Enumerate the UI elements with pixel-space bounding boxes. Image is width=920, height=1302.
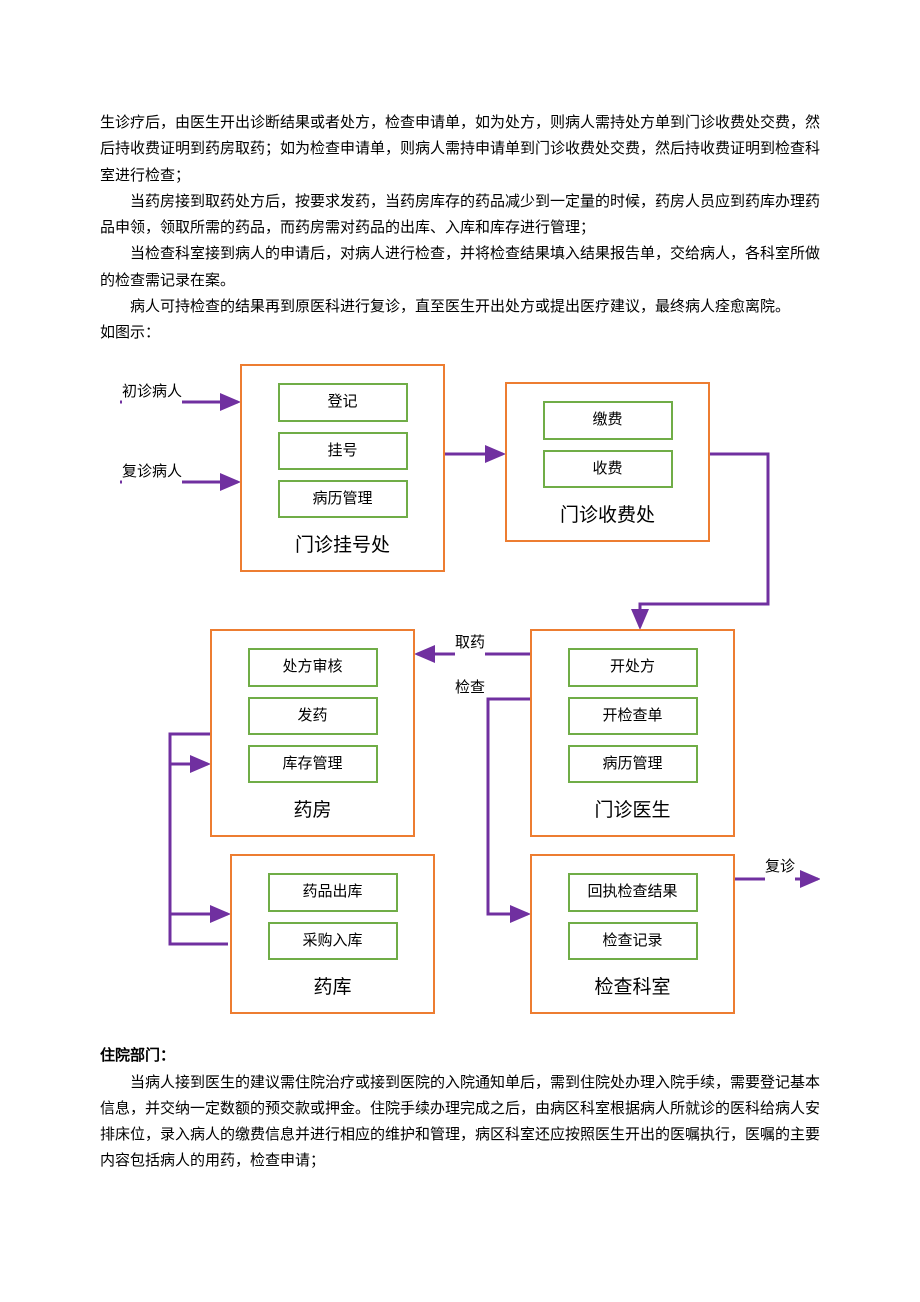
edge-label-chk: 检查: [455, 675, 485, 701]
sub-item: 采购入库: [268, 922, 398, 960]
paragraph-4: 病人可持检查的结果再到原医科进行复诊，直至医生开出处方或提出医疗建议，最终病人痊…: [100, 294, 820, 320]
sub-item: 病历管理: [568, 745, 698, 783]
heading-inpatient: 住院部门：: [100, 1043, 820, 1069]
node-title: 门诊挂号处: [295, 529, 390, 562]
edge-label-med: 取药: [455, 630, 485, 656]
sub-item: 开处方: [568, 648, 698, 686]
sub-item: 病历管理: [278, 480, 408, 518]
node-registration: 登记挂号病历管理门诊挂号处: [240, 364, 445, 572]
paragraph-3: 当检查科室接到病人的申请后，对病人进行检查，并将检查结果填入结果报告单，交给病人…: [100, 241, 820, 294]
paragraph-5: 如图示：: [100, 320, 820, 346]
sub-item: 开检查单: [568, 697, 698, 735]
sub-item: 登记: [278, 383, 408, 421]
edge-label-in1: 初诊病人: [122, 379, 182, 405]
sub-item: 缴费: [543, 401, 673, 439]
node-doctor: 开处方开检查单病历管理门诊医生: [530, 629, 735, 837]
sub-item: 回执检查结果: [568, 873, 698, 911]
node-title: 检查科室: [594, 971, 670, 1004]
node-drug-store: 药品出库采购入库药库: [230, 854, 435, 1014]
node-title: 药库: [313, 971, 351, 1004]
sub-item: 发药: [248, 697, 378, 735]
edge-label-in2: 复诊病人: [122, 459, 182, 485]
node-title: 门诊收费处: [560, 499, 655, 532]
outpatient-flowchart: 初诊病人 复诊病人 取药 检查 复诊 登记挂号病历管理门诊挂号处 缴费收费门诊收…: [100, 354, 820, 1039]
sub-item: 药品出库: [268, 873, 398, 911]
sub-item: 收费: [543, 450, 673, 488]
paragraph-2: 当药房接到取药处方后，按要求发药，当药房库存的药品减少到一定量的时候，药房人员应…: [100, 189, 820, 242]
node-fee-office: 缴费收费门诊收费处: [505, 382, 710, 542]
paragraph-6: 当病人接到医生的建议需住院治疗或接到医院的入院通知单后，需到住院处办理入院手续，…: [100, 1070, 820, 1175]
sub-item: 处方审核: [248, 648, 378, 686]
node-title: 药房: [293, 794, 331, 827]
paragraph-1: 生诊疗后，由医生开出诊断结果或者处方，检查申请单，如为处方，则病人需持处方单到门…: [100, 110, 820, 189]
sub-item: 库存管理: [248, 745, 378, 783]
node-pharmacy: 处方审核发药库存管理药房: [210, 629, 415, 837]
sub-item: 挂号: [278, 432, 408, 470]
edge-label-rev: 复诊: [765, 854, 795, 880]
sub-item: 检查记录: [568, 922, 698, 960]
node-title: 门诊医生: [594, 794, 670, 827]
node-exam-dept: 回执检查结果检查记录检查科室: [530, 854, 735, 1014]
